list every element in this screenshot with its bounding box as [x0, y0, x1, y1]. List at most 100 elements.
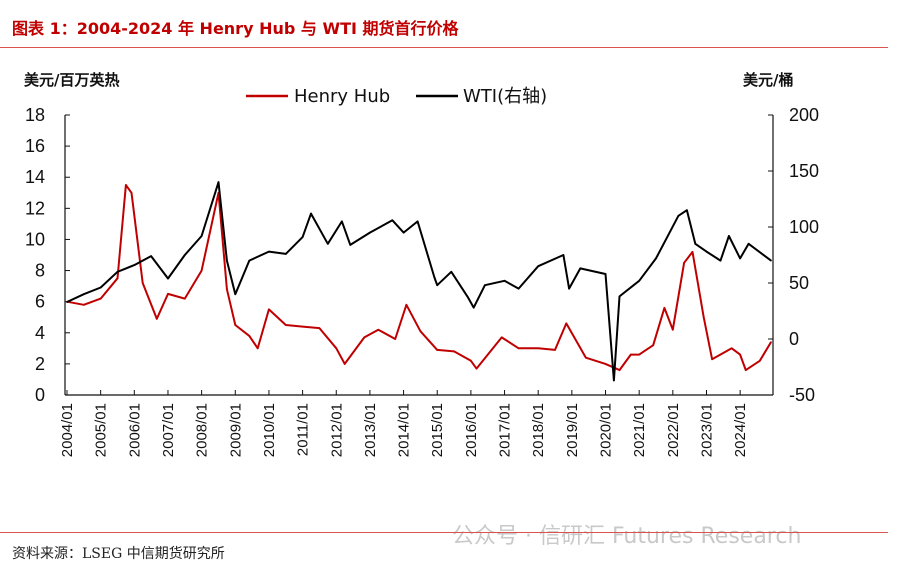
x-tick-label: 2020/01 — [598, 403, 615, 457]
x-tick-label: 2009/01 — [227, 403, 244, 457]
x-tick-label: 2005/01 — [93, 403, 110, 457]
x-tick-label: 2019/01 — [564, 403, 581, 457]
wti-point — [310, 212, 312, 215]
right-tick-label: 100 — [789, 217, 819, 237]
henry-hub-point — [184, 297, 186, 300]
henry-hub-point — [517, 347, 520, 350]
chart-legend: Henry Hub WTI(右轴) — [246, 86, 547, 107]
wti-point — [116, 271, 119, 273]
right-tick-label: 200 — [789, 105, 819, 125]
henry-hub-point — [116, 277, 119, 280]
wti-point — [83, 293, 85, 296]
left-tick-label: 16 — [25, 136, 45, 156]
wti-point — [613, 379, 615, 382]
henry-hub-point — [638, 353, 640, 356]
wti-point — [677, 215, 680, 217]
wti-point — [99, 286, 102, 289]
x-tick-label: 2006/01 — [126, 403, 143, 457]
wti-point — [450, 271, 453, 273]
left-axis-unit: 美元/百万英热 — [24, 71, 119, 89]
wti-point — [562, 254, 565, 256]
henry-hub-point — [691, 251, 694, 253]
henry-hub-point — [167, 293, 169, 295]
henry-hub-point — [702, 316, 705, 319]
left-tick-label: 10 — [25, 229, 45, 249]
henry-hub-point — [284, 324, 287, 326]
henry-hub-point — [585, 356, 587, 359]
left-tick-label: 12 — [25, 198, 45, 218]
wti-point — [301, 236, 304, 238]
wti-point — [284, 253, 287, 255]
henry-hub-point — [226, 288, 228, 291]
henry-hub-point — [652, 344, 654, 347]
x-tick-label: 2018/01 — [530, 403, 547, 457]
left-tick-label: 4 — [35, 323, 45, 343]
henry-hub-point — [470, 359, 472, 362]
henry-hub-point — [453, 350, 455, 353]
henry-hub-point — [683, 261, 685, 264]
henry-hub-point — [758, 359, 761, 362]
henry-hub-point — [155, 317, 158, 320]
henry-hub-point — [565, 322, 568, 325]
right-tick-label: 150 — [789, 161, 819, 181]
wti-point — [467, 296, 469, 299]
henry-hub-series-line — [66, 184, 772, 372]
wti-point — [234, 293, 237, 296]
x-tick-label: 2007/01 — [160, 403, 177, 457]
wti-point — [369, 231, 371, 234]
henry-hub-point — [475, 367, 478, 370]
henry-hub-point — [318, 327, 321, 329]
wti-point — [770, 259, 772, 262]
wti-point — [133, 264, 136, 266]
wti-point — [66, 301, 68, 303]
wti-point — [349, 244, 352, 246]
wti-point — [537, 265, 540, 268]
wti-point — [503, 279, 506, 282]
right-axis-unit: 美元/桶 — [743, 71, 793, 89]
henry-hub-point — [672, 328, 674, 331]
henry-hub-point — [663, 307, 666, 309]
wti-point — [472, 306, 475, 309]
henry-hub-point — [141, 282, 144, 284]
henry-hub-point — [739, 353, 741, 356]
right-tick-label: 0 — [789, 329, 799, 349]
henry-hub-point — [301, 325, 304, 328]
right-tick-label: -50 — [789, 385, 815, 405]
x-tick-label: 2017/01 — [497, 403, 514, 457]
x-tick-label: 2021/01 — [631, 403, 648, 457]
wti-point — [150, 255, 152, 257]
x-tick-label: 2008/01 — [194, 403, 211, 457]
wti-point — [433, 276, 436, 279]
henry-hub-point — [554, 349, 556, 351]
wti-point — [638, 279, 640, 282]
wti-point — [327, 243, 329, 245]
wti-point — [391, 219, 394, 222]
henry-hub-point — [711, 358, 713, 361]
henry-hub-point — [343, 363, 346, 365]
henry-hub-point — [629, 353, 632, 356]
chart-title: 图表 1：2004-2024 年 Henry Hub 与 WTI 期货首行价格 — [12, 19, 459, 38]
henry-hub-point — [419, 330, 422, 333]
x-tick-label: 2015/01 — [429, 403, 446, 457]
left-tick-label: 18 — [25, 105, 45, 125]
x-tick-label: 2013/01 — [362, 403, 379, 457]
wti-point — [226, 259, 228, 262]
x-tick-label: 2011/01 — [295, 403, 312, 456]
left-tick-label: 8 — [35, 261, 45, 281]
wti-point — [739, 257, 741, 260]
wti-point — [268, 250, 270, 253]
legend-label-wti: WTI(右轴) — [463, 86, 547, 107]
wti-point — [167, 277, 169, 280]
wti-point — [402, 231, 405, 234]
henry-hub-point — [394, 338, 396, 340]
wti-point — [184, 254, 186, 256]
wti-point — [568, 287, 570, 290]
wti-point — [728, 235, 730, 237]
henry-hub-point — [770, 341, 772, 343]
henry-hub-point — [436, 349, 439, 351]
wti-point — [248, 259, 251, 262]
wti-point — [517, 287, 520, 290]
left-tick-label: 2 — [35, 354, 45, 374]
henry-hub-point — [248, 335, 251, 337]
henry-hub-point — [83, 303, 85, 306]
